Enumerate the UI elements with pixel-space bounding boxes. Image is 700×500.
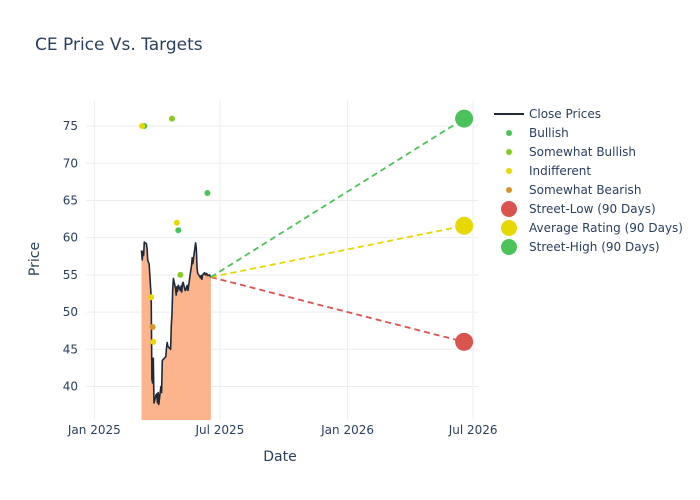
legend-label: Average Rating (90 Days)	[529, 221, 683, 235]
rating-point[interactable]	[149, 323, 156, 330]
legend-item[interactable]: Street-High (90 Days)	[501, 239, 660, 255]
legend-label: Somewhat Bearish	[529, 183, 641, 197]
x-axis-title: Date	[263, 449, 296, 465]
target-marker[interactable]	[455, 109, 474, 128]
legend-swatch-dot	[506, 130, 512, 136]
y-tick-label: 45	[63, 342, 78, 356]
rating-point[interactable]	[169, 115, 176, 122]
target-marker[interactable]	[455, 216, 474, 235]
legend-label: Street-Low (90 Days)	[529, 202, 656, 216]
legend-item[interactable]: Somewhat Bearish	[506, 183, 641, 197]
x-tick-label: Jan 2025	[67, 423, 121, 437]
legend-swatch-marker	[501, 201, 517, 217]
tick-labels-layer: 40 45 50 55 60 65 70 75 Jan 2025 Jul 2025 Jan 2026…	[63, 119, 498, 437]
rating-point[interactable]	[175, 227, 182, 234]
y-tick-label: 50	[63, 305, 78, 319]
legend-swatch-marker	[501, 239, 517, 255]
legend-label: Indifferent	[529, 164, 591, 178]
x-tick-label: Jan 2026	[320, 423, 374, 437]
legend-label: Street-High (90 Days)	[529, 240, 660, 254]
legend-swatch-dot	[506, 187, 512, 193]
y-tick-label: 75	[63, 119, 78, 133]
legend-swatch-dot	[506, 168, 512, 174]
target-projection-line	[210, 224, 465, 278]
legend-swatch-marker	[501, 220, 517, 236]
rating-point[interactable]	[139, 123, 146, 130]
rating-point[interactable]	[177, 271, 184, 278]
legend-item[interactable]: Average Rating (90 Days)	[501, 220, 683, 236]
rating-points-layer	[139, 115, 211, 345]
legend-item[interactable]: Close Prices	[494, 107, 601, 121]
y-tick-label: 65	[63, 193, 78, 207]
legend-label: Close Prices	[529, 107, 601, 121]
close-price-line	[140, 241, 212, 406]
legend-swatch-dot	[506, 149, 512, 155]
legend-item[interactable]: Bullish	[506, 126, 569, 140]
rating-point[interactable]	[204, 190, 211, 197]
close-price-area	[141, 242, 211, 420]
y-tick-label: 60	[63, 231, 78, 245]
rating-point[interactable]	[173, 219, 180, 226]
legend-label: Bullish	[529, 126, 569, 140]
legend-item[interactable]: Somewhat Bullish	[506, 145, 636, 159]
rating-point[interactable]	[148, 294, 155, 301]
rating-point[interactable]	[150, 338, 157, 345]
target-marker[interactable]	[455, 332, 474, 351]
line-layer	[140, 241, 212, 406]
y-tick-label: 40	[63, 380, 78, 394]
y-tick-label: 55	[63, 268, 78, 282]
legend-item[interactable]: Street-Low (90 Days)	[501, 201, 656, 217]
x-tick-label: Jul 2025	[194, 423, 244, 437]
legend-item[interactable]: Indifferent	[506, 164, 591, 178]
chart-title: CE Price Vs. Targets	[35, 35, 203, 55]
projection-layer	[210, 117, 465, 343]
target-projection-line	[210, 276, 465, 343]
legend-label: Somewhat Bullish	[529, 145, 636, 159]
fill-layer	[141, 242, 211, 420]
x-tick-label: Jul 2026	[448, 423, 498, 437]
y-axis-title: Price	[27, 242, 43, 276]
target-markers-layer	[455, 109, 474, 351]
legend[interactable]: Close Prices Bullish Somewhat Bullish Indif…	[494, 107, 683, 255]
y-tick-label: 70	[63, 156, 78, 170]
